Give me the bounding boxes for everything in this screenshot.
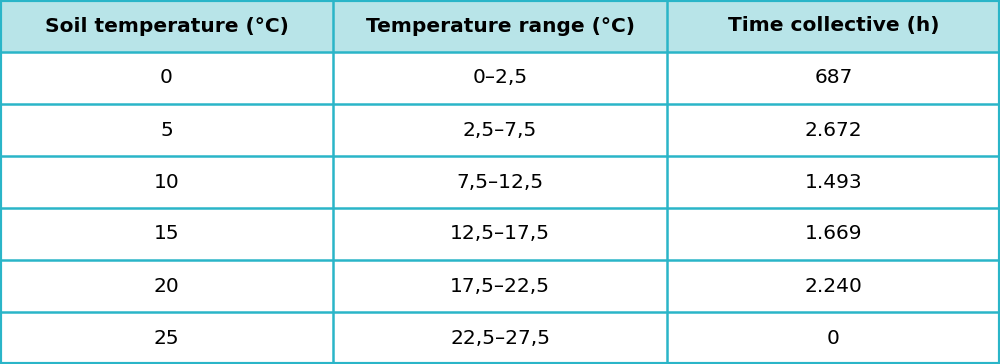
Text: Temperature range (°C): Temperature range (°C) [366, 16, 635, 36]
Text: Time collective (h): Time collective (h) [728, 16, 939, 36]
Bar [0, 208, 333, 260]
Bar [667, 104, 1000, 156]
Text: 1.493: 1.493 [805, 173, 862, 191]
Bar [333, 208, 667, 260]
Bar [333, 156, 667, 208]
Bar [667, 312, 1000, 364]
Text: 687: 687 [814, 68, 853, 87]
Text: 0: 0 [827, 328, 840, 348]
Text: 15: 15 [154, 225, 179, 244]
Bar [667, 156, 1000, 208]
Bar [667, 208, 1000, 260]
Bar [667, 260, 1000, 312]
Text: 7,5–12,5: 7,5–12,5 [456, 173, 544, 191]
Text: 0–2,5: 0–2,5 [472, 68, 528, 87]
Bar [0, 312, 333, 364]
Text: 1.669: 1.669 [805, 225, 862, 244]
Text: Soil temperature (°C): Soil temperature (°C) [45, 16, 288, 36]
Bar [0, 52, 333, 104]
Text: 17,5–22,5: 17,5–22,5 [450, 277, 550, 296]
Text: 22,5–27,5: 22,5–27,5 [450, 328, 550, 348]
Bar [667, 0, 1000, 52]
Bar [333, 312, 667, 364]
Text: 12,5–17,5: 12,5–17,5 [450, 225, 550, 244]
Text: 10: 10 [154, 173, 179, 191]
Text: 25: 25 [154, 328, 179, 348]
Bar [0, 104, 333, 156]
Text: 20: 20 [154, 277, 179, 296]
Text: 2,5–7,5: 2,5–7,5 [463, 120, 537, 139]
Bar [333, 52, 667, 104]
Bar [0, 0, 333, 52]
Bar [333, 0, 667, 52]
Bar [0, 156, 333, 208]
Bar [333, 260, 667, 312]
Bar [333, 104, 667, 156]
Bar [0, 260, 333, 312]
Text: 2.240: 2.240 [805, 277, 862, 296]
Bar [667, 52, 1000, 104]
Text: 2.672: 2.672 [805, 120, 862, 139]
Text: 5: 5 [160, 120, 173, 139]
Text: 0: 0 [160, 68, 173, 87]
